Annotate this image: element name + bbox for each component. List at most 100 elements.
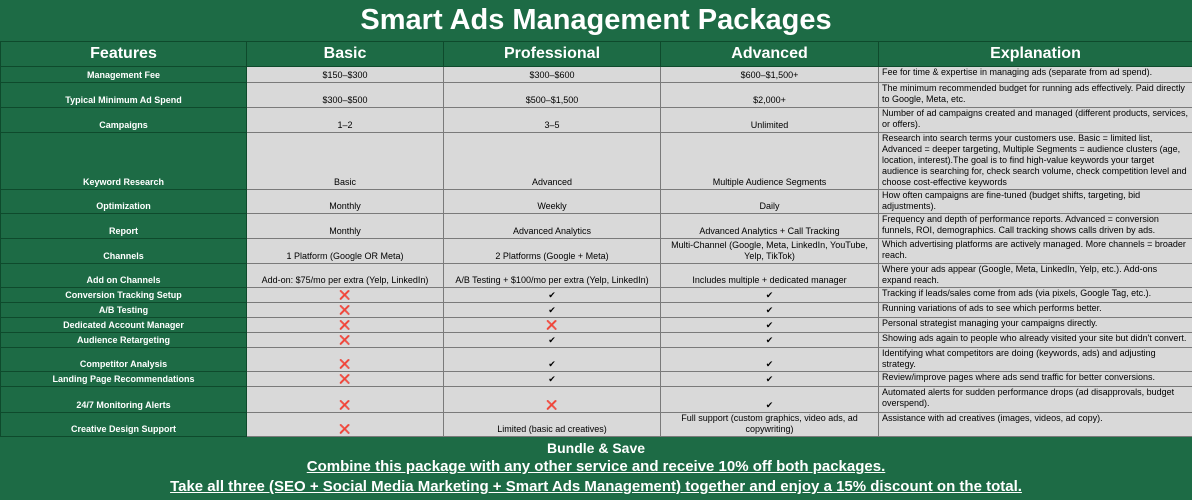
table-row: Dedicated Account Manager❌❌✔Personal str… [1,318,1192,333]
professional-cell: ✔ [444,333,661,348]
explanation-cell: Fee for time & expertise in managing ads… [879,67,1192,83]
basic-cell: ❌ [247,413,444,437]
table-row: A/B Testing❌✔✔Running variations of ads … [1,303,1192,318]
advanced-cell: Multi-Channel (Google, Meta, LinkedIn, Y… [661,239,879,264]
feature-cell: Landing Page Recommendations [1,372,247,387]
page: {"title": "Smart Ads Management Packages… [0,0,1192,481]
advanced-cell: Advanced Analytics + Call Tracking [661,214,879,239]
professional-cell: Advanced Analytics [444,214,661,239]
professional-cell: ❌ [444,387,661,413]
table-row: Audience Retargeting❌✔✔Showing ads again… [1,333,1192,348]
basic-cell: Monthly [247,214,444,239]
advanced-cell: ✔ [661,348,879,372]
basic-cell: Add-on: $75/mo per extra (Yelp, LinkedIn… [247,264,444,288]
feature-cell: Add on Channels [1,264,247,288]
column-header: Features [1,42,247,67]
table-row: 24/7 Monitoring Alerts❌❌✔Automated alert… [1,387,1192,413]
professional-cell: $500–$1,500 [444,83,661,108]
advanced-cell: Multiple Audience Segments [661,133,879,190]
professional-cell: Advanced [444,133,661,190]
table-row: Management Fee$150–$300$300–$600$600–$1,… [1,67,1192,83]
basic-cell: 1 Platform (Google OR Meta) [247,239,444,264]
feature-cell: Campaigns [1,108,247,133]
basic-cell: ❌ [247,387,444,413]
feature-cell: Typical Minimum Ad Spend [1,83,247,108]
feature-cell: Conversion Tracking Setup [1,288,247,303]
basic-cell: ❌ [247,318,444,333]
advanced-cell: ✔ [661,318,879,333]
explanation-cell: Where your ads appear (Google, Meta, Lin… [879,264,1192,288]
basic-cell: ❌ [247,288,444,303]
column-header: Professional [444,42,661,67]
explanation-cell: The minimum recommended budget for runni… [879,83,1192,108]
feature-cell: Management Fee [1,67,247,83]
feature-cell: Competitor Analysis [1,348,247,372]
feature-cell: Channels [1,239,247,264]
feature-cell: Report [1,214,247,239]
explanation-cell: Number of ad campaigns created and manag… [879,108,1192,133]
explanation-cell: Tracking if leads/sales come from ads (v… [879,288,1192,303]
table-row: Conversion Tracking Setup❌✔✔Tracking if … [1,288,1192,303]
feature-cell: A/B Testing [1,303,247,318]
advanced-cell: Unlimited [661,108,879,133]
advanced-cell: ✔ [661,372,879,387]
basic-cell: ❌ [247,348,444,372]
footer-heading: Bundle & Save [0,439,1192,457]
basic-cell: ❌ [247,372,444,387]
feature-cell: Keyword Research [1,133,247,190]
basic-cell: Monthly [247,190,444,214]
basic-cell: Basic [247,133,444,190]
feature-cell: Dedicated Account Manager [1,318,247,333]
basic-cell: ❌ [247,333,444,348]
column-header: Explanation [879,42,1192,67]
explanation-cell: Frequency and depth of performance repor… [879,214,1192,239]
page-title: Smart Ads Management Packages [0,0,1192,41]
basic-cell: $150–$300 [247,67,444,83]
advanced-cell: Full support (custom graphics, video ads… [661,413,879,437]
footer: Bundle & Save Combine this package with … [0,437,1192,500]
professional-cell: Weekly [444,190,661,214]
packages-table: Features Basic Professional Advanced Explana… [0,41,1192,437]
professional-cell: ✔ [444,348,661,372]
basic-cell: 1–2 [247,108,444,133]
explanation-cell: Review/improve pages where ads send traf… [879,372,1192,387]
advanced-cell: ✔ [661,387,879,413]
basic-cell: $300–$500 [247,83,444,108]
explanation-cell: How often campaigns are fine-tuned (budg… [879,190,1192,214]
explanation-cell: Showing ads again to people who already … [879,333,1192,348]
professional-cell: 2 Platforms (Google + Meta) [444,239,661,264]
advanced-cell: Daily [661,190,879,214]
footer-line: Combine this package with any other serv… [0,457,1192,477]
footer-line: Take all three (SEO + Social Media Marke… [0,477,1192,497]
explanation-cell: Running variations of ads to see which p… [879,303,1192,318]
feature-cell: 24/7 Monitoring Alerts [1,387,247,413]
explanation-cell: Identifying what competitors are doing (… [879,348,1192,372]
basic-cell: ❌ [247,303,444,318]
professional-cell: ✔ [444,288,661,303]
advanced-cell: Includes multiple + dedicated manager [661,264,879,288]
explanation-cell: Automated alerts for sudden performance … [879,387,1192,413]
advanced-cell: $600–$1,500+ [661,67,879,83]
feature-cell: Creative Design Support [1,413,247,437]
table-row: Competitor Analysis❌✔✔Identifying what c… [1,348,1192,372]
professional-cell: ❌ [444,318,661,333]
explanation-cell: Personal strategist managing your campai… [879,318,1192,333]
explanation-cell: Assistance with ad creatives (images, vi… [879,413,1192,437]
advanced-cell: ✔ [661,303,879,318]
professional-cell: ✔ [444,372,661,387]
table-row: Landing Page Recommendations❌✔✔Review/im… [1,372,1192,387]
professional-cell: ✔ [444,303,661,318]
professional-cell: A/B Testing + $100/mo per extra (Yelp, L… [444,264,661,288]
feature-cell: Audience Retargeting [1,333,247,348]
feature-cell: Optimization [1,190,247,214]
professional-cell: 3–5 [444,108,661,133]
table-row: Creative Design Support❌Limited (basic a… [1,413,1192,437]
advanced-cell: ✔ [661,333,879,348]
professional-cell: Limited (basic ad creatives) [444,413,661,437]
